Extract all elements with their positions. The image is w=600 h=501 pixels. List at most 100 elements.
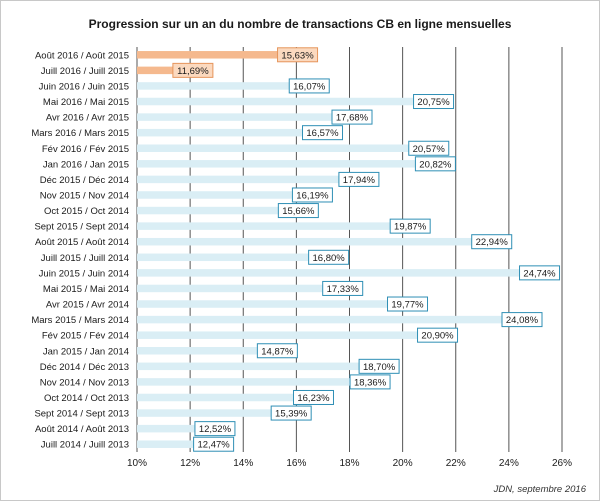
bar (137, 237, 481, 246)
data-label-box (349, 374, 391, 390)
data-label-box (292, 389, 334, 405)
data-label-box (277, 203, 319, 219)
data-label-text: 17,33% (327, 284, 360, 295)
data-label: 15,39% (270, 405, 312, 421)
data-label-text: 15,39% (275, 409, 308, 420)
data-label-text: 19,87% (394, 222, 427, 233)
x-tick-label: 12% (180, 458, 200, 469)
data-label: 20,57% (408, 140, 450, 156)
category-label: Mai 2016 / Mai 2015 (43, 97, 129, 108)
x-tick-label: 10% (127, 458, 147, 469)
category-label: Août 2016 / Août 2015 (35, 50, 129, 61)
bar (137, 191, 302, 199)
category-label: Juill 2014 / Juill 2013 (41, 440, 129, 451)
chart-title: Progression sur un an du nombre de trans… (89, 17, 512, 31)
x-tick-label: 16% (286, 458, 306, 469)
category-label: Sept 2014 / Sept 2013 (34, 409, 129, 420)
data-label-text: 18,70% (363, 362, 396, 373)
data-label: 16,07% (288, 78, 330, 94)
category-label: Mars 2015 / Mars 2014 (31, 315, 129, 326)
category-label: Nov 2015 / Nov 2014 (40, 190, 129, 201)
data-label-box (414, 156, 456, 172)
data-label: 14,87% (256, 343, 298, 359)
data-label-box (193, 436, 235, 452)
data-label-box (194, 421, 236, 437)
category-label: Oct 2015 / Oct 2014 (44, 206, 129, 217)
data-label-box (413, 94, 455, 110)
data-label-text: 17,94% (343, 175, 376, 186)
bar (137, 113, 341, 121)
bar (137, 300, 397, 308)
bar (137, 331, 427, 339)
data-label: 20,90% (417, 327, 459, 343)
data-label-text: 16,19% (296, 190, 329, 201)
category-label: Avr 2016 / Avr 2015 (46, 113, 129, 124)
category-label: Août 2014 / Août 2013 (35, 424, 129, 435)
data-label-text: 16,80% (313, 253, 346, 264)
category-label: Juin 2016 / Juin 2015 (39, 81, 129, 92)
data-label-text: 16,57% (306, 128, 339, 139)
data-label-box (389, 218, 431, 234)
data-label-text: 20,57% (413, 144, 446, 155)
data-label: 24,74% (519, 265, 561, 281)
data-labels: 15,63% 11,69% 16,07% 20,75% 17,68% 16,57% 20,5… (172, 47, 561, 452)
bar (137, 206, 288, 215)
data-label: 12,52% (194, 421, 236, 437)
data-label-box (358, 358, 400, 374)
bar (137, 222, 400, 230)
data-label-box (256, 343, 298, 359)
data-label-text: 24,74% (523, 268, 556, 279)
data-label-text: 24,08% (506, 315, 539, 326)
data-label-text: 17,68% (336, 113, 369, 124)
data-label: 19,77% (387, 296, 429, 312)
data-label: 12,47% (193, 436, 235, 452)
category-label: Déc 2015 / Déc 2014 (40, 175, 129, 186)
bar (137, 378, 360, 386)
x-tick-label: 14% (233, 458, 253, 469)
data-label: 16,19% (291, 187, 333, 203)
data-label-text: 16,23% (297, 393, 330, 404)
bar (137, 66, 182, 75)
data-label-box (338, 171, 380, 187)
x-tick-label: 20% (393, 458, 413, 469)
data-label: 18,36% (349, 374, 391, 390)
bar (137, 51, 287, 59)
data-label: 22,94% (471, 234, 513, 250)
data-label-text: 15,63% (281, 50, 314, 61)
category-label: Avr 2015 / Avr 2014 (46, 300, 129, 311)
bar (137, 284, 332, 293)
data-label-text: 15,66% (282, 206, 315, 217)
x-tick-label: 22% (446, 458, 466, 469)
data-label-box (387, 296, 429, 312)
data-label: 16,23% (292, 389, 334, 405)
category-label: Mars 2016 / Mars 2015 (31, 128, 129, 139)
x-tick-label: 18% (339, 458, 359, 469)
gridlines (136, 47, 563, 452)
bar (137, 253, 318, 262)
bar (137, 97, 423, 106)
bar (137, 160, 425, 168)
bar (137, 393, 303, 402)
x-tick-label: 24% (499, 458, 519, 469)
category-label: Fév 2016 / Fév 2015 (42, 144, 129, 155)
data-label-box (322, 280, 364, 296)
data-label-box (331, 109, 373, 125)
data-label: 17,33% (322, 280, 364, 296)
data-label: 24,08% (501, 312, 543, 328)
category-label: Fév 2015 / Fév 2014 (42, 331, 129, 342)
data-label-box (471, 234, 513, 250)
bar (137, 175, 348, 184)
bar (137, 269, 529, 277)
category-label: Jan 2016 / Jan 2015 (43, 159, 129, 170)
bar (137, 347, 267, 355)
data-label: 16,57% (302, 125, 344, 141)
data-label-box (308, 249, 350, 265)
data-label-box (519, 265, 561, 281)
bar (137, 362, 369, 371)
bar (137, 409, 281, 417)
data-label-box (270, 405, 312, 421)
bar (137, 144, 418, 152)
data-label-text: 16,07% (293, 81, 326, 92)
source-note: JDN, septembre 2016 (493, 484, 587, 495)
